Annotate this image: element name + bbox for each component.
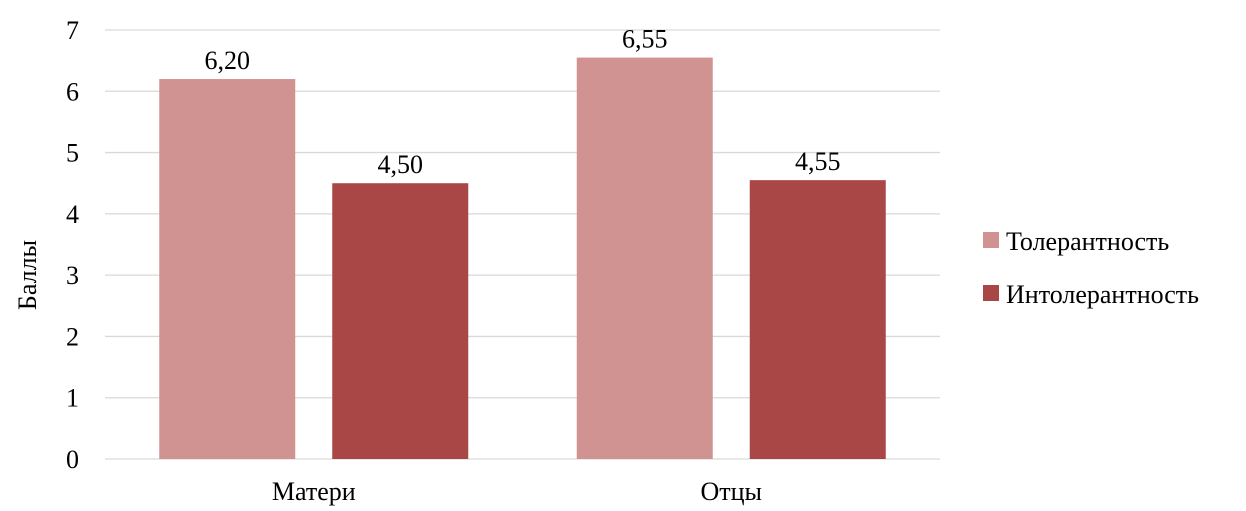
category-label: Отцы xyxy=(700,477,762,506)
legend-swatch-intolerance xyxy=(983,285,999,301)
bars xyxy=(159,57,886,460)
data-label-tolerance-1: 6,20 xyxy=(205,46,251,75)
y-tick-label: 1 xyxy=(66,384,79,413)
data-labels: 6,20 4,50 6,55 4,55 xyxy=(205,25,841,180)
bar-intolerance-1 xyxy=(332,183,469,459)
y-tick-label: 7 xyxy=(66,16,79,45)
category-labels: Матери Отцы xyxy=(272,477,762,506)
data-label-intolerance-1: 4,50 xyxy=(378,150,424,179)
category-label: Матери xyxy=(272,477,356,506)
legend: Толерантность Интолерантность xyxy=(983,227,1199,309)
data-label-intolerance-2: 4,55 xyxy=(795,147,841,176)
data-label-tolerance-2: 6,55 xyxy=(622,25,668,54)
y-tick-label: 0 xyxy=(66,445,79,474)
y-tick-label: 5 xyxy=(66,139,79,168)
bar-tolerance-1 xyxy=(159,79,296,460)
legend-label-tolerance: Толерантность xyxy=(1006,227,1169,256)
legend-label-intolerance: Интолерантность xyxy=(1006,280,1199,309)
y-tick-labels: 0 1 2 3 4 5 6 7 xyxy=(66,16,79,474)
bar-intolerance-2 xyxy=(749,180,886,459)
y-tick-label: 2 xyxy=(66,322,79,351)
bar-tolerance-2 xyxy=(576,57,713,459)
y-tick-label: 4 xyxy=(66,200,79,229)
legend-swatch-tolerance xyxy=(983,232,999,248)
y-tick-label: 6 xyxy=(66,77,79,106)
y-axis-title: Баллы xyxy=(13,240,42,310)
y-tick-label: 3 xyxy=(66,261,79,290)
